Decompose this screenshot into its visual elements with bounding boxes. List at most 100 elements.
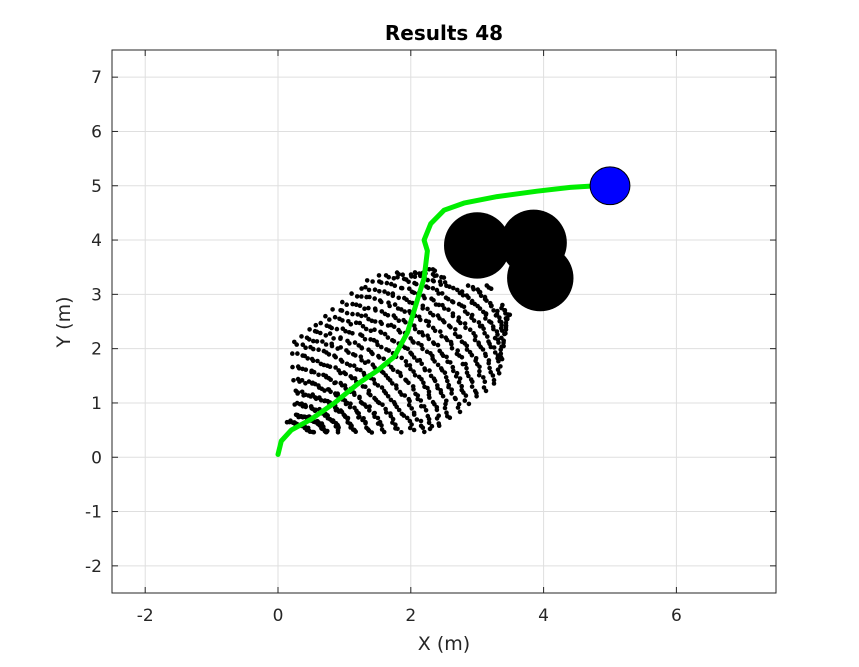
sample-point: [341, 370, 347, 375]
sample-point: [407, 418, 413, 424]
sample-point: [301, 393, 306, 398]
sample-point: [403, 377, 408, 383]
sample-point: [360, 324, 366, 329]
sample-point: [398, 285, 404, 291]
sample-point: [321, 372, 326, 378]
sample-point: [358, 332, 363, 337]
sample-point: [412, 373, 418, 378]
x-tick-label: -2: [137, 606, 154, 626]
sample-point: [475, 361, 480, 367]
sample-point: [481, 309, 486, 315]
sample-point: [498, 364, 503, 369]
sample-point: [430, 278, 436, 283]
sample-point: [402, 295, 407, 301]
sample-point: [425, 306, 430, 312]
sample-point: [330, 307, 335, 312]
sample-point: [372, 327, 377, 333]
sample-point: [377, 279, 382, 284]
ticks: -2 0 2 4 6 -2 -1 0 1 2 3 4 5 6 7: [85, 50, 776, 626]
sample-point: [382, 331, 388, 337]
sample-point: [366, 287, 372, 293]
sample-point: [385, 335, 391, 340]
sample-point: [325, 387, 331, 392]
sample-point: [426, 323, 431, 328]
sample-point: [404, 362, 410, 368]
sample-point: [457, 376, 463, 381]
sample-point: [482, 294, 488, 300]
sample-point: [366, 388, 372, 394]
sample-point: [445, 378, 450, 384]
chart-title: Results 48: [385, 21, 503, 45]
sample-point: [443, 375, 449, 380]
sample-point: [316, 347, 321, 353]
sample-point: [439, 274, 444, 280]
sample-point: [451, 368, 456, 374]
sample-point: [390, 420, 395, 425]
sample-point: [490, 373, 496, 378]
sample-point: [345, 420, 351, 425]
sample-point: [364, 294, 369, 300]
sample-point: [378, 319, 383, 325]
sample-point: [460, 361, 466, 367]
sample-point: [363, 284, 368, 290]
sample-point: [491, 308, 496, 313]
sample-point: [383, 273, 389, 278]
sample-point: [444, 398, 449, 404]
sample-point: [372, 395, 377, 401]
sample-point: [409, 422, 414, 427]
sample-point: [366, 316, 371, 322]
sample-point: [379, 385, 385, 390]
sample-point: [407, 309, 412, 314]
sample-point: [401, 276, 407, 282]
sample-point: [472, 388, 478, 394]
sample-point: [469, 312, 475, 318]
sample-point: [491, 345, 497, 350]
y-tick-label: 1: [91, 394, 102, 414]
sample-point: [343, 401, 349, 407]
sample-point: [366, 305, 371, 311]
sample-point: [476, 340, 481, 346]
sample-point: [372, 381, 378, 386]
sample-point: [411, 410, 417, 416]
sample-point: [412, 270, 418, 275]
sample-point: [406, 396, 412, 402]
sample-point: [349, 291, 354, 296]
sample-point: [466, 401, 472, 407]
sample-point: [309, 368, 315, 374]
sample-point: [311, 338, 316, 344]
sample-point: [376, 353, 381, 359]
sample-point: [360, 384, 366, 389]
sample-point: [363, 326, 369, 332]
sample-point: [385, 323, 391, 328]
sample-point: [497, 315, 502, 320]
sample-point: [471, 331, 476, 336]
sample-point: [472, 337, 478, 343]
sample-point: [456, 315, 462, 320]
sample-point: [354, 302, 359, 308]
sample-point: [375, 421, 381, 426]
sample-point: [430, 325, 436, 331]
sample-point: [477, 324, 483, 329]
sample-point: [421, 380, 426, 386]
sample-point: [482, 379, 488, 385]
sample-point: [350, 301, 355, 307]
sample-point: [379, 344, 384, 350]
sample-point: [407, 286, 412, 292]
sample-point: [424, 284, 429, 289]
sample-point: [456, 401, 462, 407]
sample-point: [368, 328, 374, 334]
sample-point: [401, 317, 406, 323]
sample-point: [390, 291, 396, 296]
sample-point: [366, 347, 371, 353]
sample-point: [295, 376, 301, 382]
sample-point: [469, 298, 475, 304]
sample-point: [318, 320, 324, 326]
sample-point: [429, 423, 435, 429]
x-tick-label: 4: [538, 606, 549, 626]
sample-point: [321, 348, 327, 354]
sample-point: [388, 397, 394, 403]
sample-point: [314, 339, 320, 344]
sample-point: [450, 364, 456, 370]
sample-point: [290, 364, 295, 370]
sample-point: [485, 334, 490, 339]
